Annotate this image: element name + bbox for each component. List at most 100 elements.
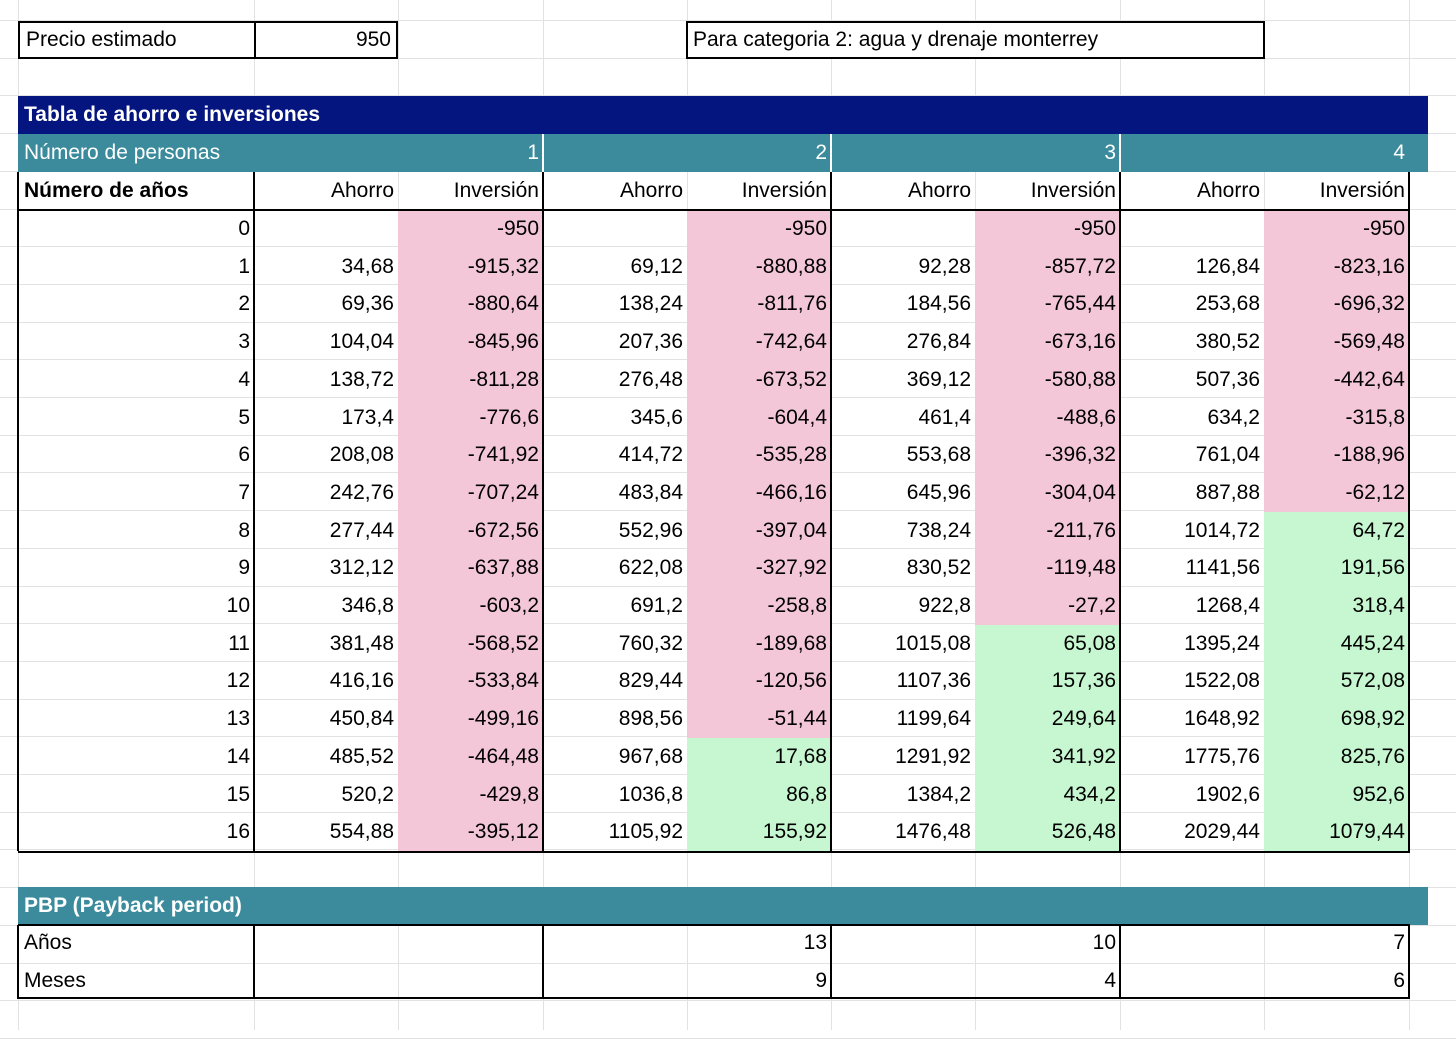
year-cell[interactable]: 5 [238, 406, 250, 429]
ahorro-cell[interactable]: 380,52 [1195, 330, 1260, 353]
inversion-cell[interactable]: -119,48 [975, 549, 1120, 587]
inversion-cell[interactable]: 445,24 [1264, 625, 1409, 663]
ahorro-cell[interactable]: 520,2 [341, 783, 394, 806]
inversion-cell[interactable]: 65,08 [975, 625, 1120, 663]
ahorro-cell[interactable]: 1476,48 [895, 820, 971, 843]
ahorro-cell[interactable]: 691,2 [630, 594, 683, 617]
inversion-cell[interactable]: 17,68 [687, 738, 831, 776]
inversion-cell[interactable]: -765,44 [975, 285, 1120, 323]
inversion-cell[interactable]: -604,4 [687, 399, 831, 437]
ahorro-cell[interactable]: 173,4 [341, 406, 394, 429]
inversion-cell[interactable]: 191,56 [1264, 549, 1409, 587]
ahorro-cell[interactable]: 1395,24 [1184, 632, 1260, 655]
inversion-cell[interactable]: -742,64 [687, 323, 831, 361]
ahorro-cell[interactable]: 761,04 [1195, 443, 1260, 466]
year-cell[interactable]: 13 [226, 707, 250, 730]
inversion-cell[interactable]: -466,16 [687, 474, 831, 512]
inversion-cell[interactable]: -696,32 [1264, 285, 1409, 323]
inversion-cell[interactable]: -950 [1264, 210, 1409, 248]
ahorro-cell[interactable]: 1105,92 [608, 820, 683, 843]
ahorro-cell[interactable]: 416,16 [329, 669, 394, 692]
ahorro-cell[interactable] [254, 210, 398, 248]
ahorro-cell[interactable]: 553,68 [906, 443, 971, 466]
inversion-cell[interactable]: -603,2 [398, 587, 543, 625]
ahorro-cell[interactable]: 967,68 [618, 745, 683, 768]
ahorro-cell[interactable]: 830,52 [906, 556, 971, 579]
inversion-cell[interactable]: -535,28 [687, 436, 831, 474]
year-cell[interactable]: 8 [238, 519, 250, 542]
inversion-cell[interactable]: -823,16 [1264, 248, 1409, 286]
ahorro-cell[interactable]: 485,52 [329, 745, 394, 768]
year-cell[interactable]: 3 [238, 330, 250, 353]
ahorro-cell[interactable]: 1141,56 [1185, 556, 1260, 579]
inversion-cell[interactable]: -915,32 [398, 248, 543, 286]
year-cell[interactable]: 2 [238, 292, 250, 315]
inversion-cell[interactable]: 249,64 [975, 700, 1120, 738]
ahorro-cell[interactable]: 138,72 [329, 368, 394, 391]
inversion-cell[interactable]: 1079,44 [1264, 813, 1409, 851]
ahorro-cell[interactable]: 622,08 [618, 556, 683, 579]
inversion-cell[interactable]: -397,04 [687, 512, 831, 550]
ahorro-cell[interactable]: 922,8 [918, 594, 971, 617]
inversion-cell[interactable]: -315,8 [1264, 399, 1409, 437]
ahorro-cell[interactable]: 184,56 [906, 292, 971, 315]
ahorro-cell[interactable]: 34,68 [341, 255, 394, 278]
inversion-cell[interactable]: -569,48 [1264, 323, 1409, 361]
inversion-cell[interactable]: -51,44 [687, 700, 831, 738]
pbp-months-value-3[interactable]: 4 [1104, 969, 1116, 992]
inversion-cell[interactable]: -327,92 [687, 549, 831, 587]
inversion-cell[interactable]: 952,6 [1264, 776, 1409, 814]
ahorro-cell[interactable]: 345,6 [630, 406, 683, 429]
inversion-cell[interactable]: 698,92 [1264, 700, 1409, 738]
ahorro-cell[interactable]: 92,28 [918, 255, 971, 278]
ahorro-cell[interactable]: 760,32 [618, 632, 683, 655]
year-cell[interactable]: 11 [228, 632, 250, 655]
ahorro-cell[interactable]: 898,56 [618, 707, 683, 730]
inversion-cell[interactable]: -673,52 [687, 361, 831, 399]
inversion-cell[interactable]: -811,28 [398, 361, 543, 399]
ahorro-cell[interactable]: 126,84 [1195, 255, 1260, 278]
year-cell[interactable]: 12 [226, 669, 250, 692]
ahorro-cell[interactable]: 276,48 [618, 368, 683, 391]
ahorro-cell[interactable]: 461,4 [918, 406, 971, 429]
inversion-cell[interactable]: -488,6 [975, 399, 1120, 437]
year-cell[interactable]: 7 [238, 481, 250, 504]
price-value[interactable]: 950 [355, 28, 391, 51]
year-cell[interactable]: 9 [238, 556, 250, 579]
ahorro-cell[interactable]: 381,48 [329, 632, 394, 655]
ahorro-cell[interactable]: 104,04 [329, 330, 394, 353]
inversion-cell[interactable]: -120,56 [687, 662, 831, 700]
year-cell[interactable]: 6 [238, 443, 250, 466]
ahorro-cell[interactable]: 207,36 [618, 330, 683, 353]
inversion-cell[interactable]: -673,16 [975, 323, 1120, 361]
ahorro-cell[interactable]: 414,72 [618, 443, 683, 466]
ahorro-cell[interactable]: 738,24 [906, 519, 971, 542]
inversion-cell[interactable]: 341,92 [975, 738, 1120, 776]
inversion-cell[interactable]: 157,36 [975, 662, 1120, 700]
ahorro-cell[interactable]: 1291,92 [895, 745, 971, 768]
inversion-cell[interactable]: -741,92 [398, 436, 543, 474]
inversion-cell[interactable]: -880,64 [398, 285, 543, 323]
ahorro-cell[interactable]: 253,68 [1195, 292, 1260, 315]
ahorro-cell[interactable] [831, 210, 975, 248]
inversion-cell[interactable]: -880,88 [687, 248, 831, 286]
ahorro-cell[interactable]: 552,96 [618, 519, 683, 542]
inversion-cell[interactable]: -568,52 [398, 625, 543, 663]
inversion-cell[interactable]: 526,48 [975, 813, 1120, 851]
inversion-cell[interactable]: -304,04 [975, 474, 1120, 512]
inversion-cell[interactable]: -188,96 [1264, 436, 1409, 474]
ahorro-cell[interactable]: 312,12 [329, 556, 394, 579]
ahorro-cell[interactable]: 1199,64 [896, 707, 971, 730]
ahorro-cell[interactable]: 507,36 [1195, 368, 1260, 391]
ahorro-cell[interactable]: 276,84 [906, 330, 971, 353]
ahorro-cell[interactable]: 1648,92 [1184, 707, 1260, 730]
inversion-cell[interactable]: -857,72 [975, 248, 1120, 286]
ahorro-cell[interactable]: 1036,8 [618, 783, 683, 806]
ahorro-cell[interactable]: 1902,6 [1195, 783, 1260, 806]
inversion-cell[interactable]: -672,56 [398, 512, 543, 550]
pbp-months-value-1[interactable] [254, 962, 543, 1000]
inversion-cell[interactable]: 318,4 [1264, 587, 1409, 625]
inversion-cell[interactable]: -845,96 [398, 323, 543, 361]
ahorro-cell[interactable]: 69,36 [341, 292, 394, 315]
year-cell[interactable]: 0 [238, 217, 250, 240]
